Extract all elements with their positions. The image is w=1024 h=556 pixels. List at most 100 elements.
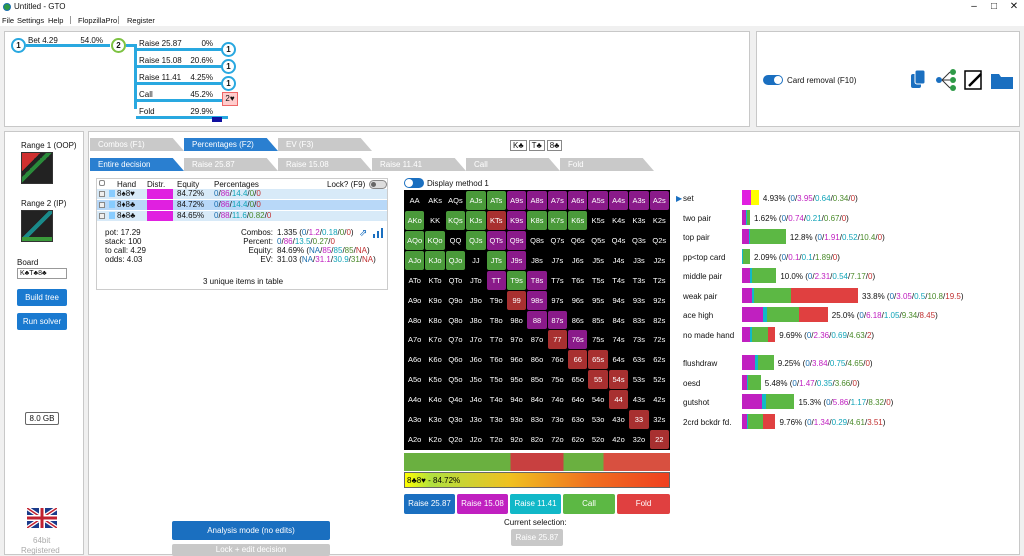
grid-cell-AQo[interactable]: AQo — [405, 230, 425, 250]
subtab-call[interactable]: Call — [466, 158, 560, 171]
grid-cell-KQo[interactable]: KQo — [425, 230, 445, 250]
folder-icon[interactable] — [991, 74, 1013, 89]
grid-cell-J9o[interactable]: J9o — [466, 290, 486, 310]
grid-cell-KJs[interactable]: KJs — [466, 210, 486, 230]
grid-cell-T7s[interactable]: T7s — [547, 270, 568, 290]
subtab-raise-15[interactable]: Raise 15.08 — [278, 158, 372, 171]
grid-cell-KQs[interactable]: KQs — [445, 210, 466, 230]
category-name[interactable]: two pair — [683, 213, 712, 223]
edit-icon[interactable] — [964, 70, 982, 90]
grid-cell-J2o[interactable]: J2o — [466, 430, 486, 449]
grid-cell-KK[interactable]: KK — [425, 210, 445, 230]
grid-cell-QTs[interactable]: QTs — [486, 230, 506, 250]
grid-cell-75o[interactable]: 75o — [547, 370, 568, 390]
grid-cell-77[interactable]: 77 — [547, 330, 568, 350]
grid-cell-Q2o[interactable]: Q2o — [445, 430, 466, 449]
grid-cell-86o[interactable]: 86o — [527, 350, 547, 370]
grid-cell-53o[interactable]: 53o — [588, 410, 608, 430]
grid-cell-TT[interactable]: TT — [486, 270, 506, 290]
table-row[interactable]: 8♠8♥ 84.72% 0/86/14.4/0/0 — [97, 189, 387, 199]
minimize-icon[interactable]: – — [971, 1, 977, 12]
grid-cell-KJo[interactable]: KJo — [425, 250, 445, 270]
menu-register[interactable]: Register — [127, 16, 155, 25]
tree-root-node[interactable]: 1 — [11, 38, 26, 53]
grid-cell-22[interactable]: 22 — [649, 430, 669, 449]
grid-cell-82s[interactable]: 82s — [649, 310, 669, 330]
grid-cell-K9o[interactable]: K9o — [425, 290, 445, 310]
grid-cell-T2o[interactable]: T2o — [486, 430, 506, 449]
grid-cell-Q4o[interactable]: Q4o — [445, 390, 466, 410]
category-name[interactable]: oesd — [683, 378, 701, 388]
grid-cell-K5o[interactable]: K5o — [425, 370, 445, 390]
maximize-icon[interactable]: □ — [990, 1, 998, 12]
grid-cell-83o[interactable]: 83o — [527, 410, 547, 430]
grid-cell-Q5o[interactable]: Q5o — [445, 370, 466, 390]
grid-cell-J4s[interactable]: J4s — [608, 250, 629, 270]
grid-cell-K5s[interactable]: K5s — [588, 210, 608, 230]
bar-chart-icon[interactable] — [373, 228, 383, 238]
grid-cell-A9o[interactable]: A9o — [405, 290, 425, 310]
grid-cell-72s[interactable]: 72s — [649, 330, 669, 350]
grid-cell-A5o[interactable]: A5o — [405, 370, 425, 390]
grid-cell-55[interactable]: 55 — [588, 370, 608, 390]
grid-cell-AA[interactable]: AA — [405, 191, 425, 210]
grid-cell-K8o[interactable]: K8o — [425, 310, 445, 330]
grid-cell-T5o[interactable]: T5o — [486, 370, 506, 390]
grid-cell-T7o[interactable]: T7o — [486, 330, 506, 350]
grid-cell-65o[interactable]: 65o — [568, 370, 588, 390]
grid-cell-66[interactable]: 66 — [568, 350, 588, 370]
menu-help[interactable]: Help — [48, 16, 64, 25]
grid-cell-ATo[interactable]: ATo — [405, 270, 425, 290]
category-name[interactable]: weak pair — [683, 291, 718, 301]
build-tree-button[interactable]: Build tree — [17, 289, 67, 306]
grid-cell-42s[interactable]: 42s — [649, 390, 669, 410]
grid-cell-Q4s[interactable]: Q4s — [608, 230, 629, 250]
grid-cell-96s[interactable]: 96s — [568, 290, 588, 310]
grid-cell-Q2s[interactable]: Q2s — [649, 230, 669, 250]
grid-cell-85s[interactable]: 85s — [588, 310, 608, 330]
lock-edit-button[interactable]: Lock + edit decision — [172, 544, 330, 556]
grid-cell-Q6o[interactable]: Q6o — [445, 350, 466, 370]
grid-cell-T9s[interactable]: T9s — [506, 270, 527, 290]
external-link-icon[interactable]: ⇗ — [359, 228, 368, 239]
grid-cell-K2s[interactable]: K2s — [649, 210, 669, 230]
grid-cell-87s[interactable]: 87s — [547, 310, 568, 330]
grid-cell-J6o[interactable]: J6o — [466, 350, 486, 370]
grid-cell-J9s[interactable]: J9s — [506, 250, 527, 270]
subtab-entire-decision[interactable]: Entire decision — [90, 158, 184, 171]
grid-cell-T8s[interactable]: T8s — [527, 270, 547, 290]
grid-cell-J5o[interactable]: J5o — [466, 370, 486, 390]
grid-cell-75s[interactable]: 75s — [588, 330, 608, 350]
menu-settings[interactable]: Settings — [17, 16, 45, 25]
action-label[interactable]: Raise 11.41 — [139, 73, 182, 82]
grid-cell-T9o[interactable]: T9o — [486, 290, 506, 310]
grid-cell-98s[interactable]: 98s — [527, 290, 547, 310]
run-solver-button[interactable]: Run solver — [17, 313, 67, 330]
grid-cell-94o[interactable]: 94o — [506, 390, 527, 410]
grid-cell-T6o[interactable]: T6o — [486, 350, 506, 370]
category-name[interactable]: gutshot — [683, 398, 710, 407]
grid-cell-54o[interactable]: 54o — [588, 390, 608, 410]
grid-cell-A2o[interactable]: A2o — [405, 430, 425, 449]
grid-cell-QQ[interactable]: QQ — [445, 230, 466, 250]
grid-cell-87o[interactable]: 87o — [527, 330, 547, 350]
grid-cell-KTs[interactable]: KTs — [486, 210, 506, 230]
action-label[interactable]: Raise 25.87 — [139, 39, 182, 48]
row-lock-icon[interactable] — [99, 202, 105, 208]
grid-cell-Q7s[interactable]: Q7s — [547, 230, 568, 250]
grid-cell-96o[interactable]: 96o — [506, 350, 527, 370]
grid-cell-J4o[interactable]: J4o — [466, 390, 486, 410]
grid-cell-J7o[interactable]: J7o — [466, 330, 486, 350]
grid-cell-52s[interactable]: 52s — [649, 370, 669, 390]
grid-cell-JTo[interactable]: JTo — [466, 270, 486, 290]
grid-cell-33[interactable]: 33 — [629, 410, 649, 430]
bet-label[interactable]: Bet 4.29 — [28, 36, 58, 45]
grid-cell-A7s[interactable]: A7s — [547, 191, 568, 210]
action-button-0[interactable]: Raise 25.87 — [404, 494, 455, 514]
grid-cell-Q8s[interactable]: Q8s — [527, 230, 547, 250]
tab-combos[interactable]: Combos (F1) — [90, 138, 184, 151]
category-name[interactable]: set — [683, 194, 694, 203]
grid-cell-99[interactable]: 99 — [506, 290, 527, 310]
row-lock-icon[interactable] — [99, 191, 105, 197]
action-button-1[interactable]: Raise 15.08 — [457, 494, 508, 514]
